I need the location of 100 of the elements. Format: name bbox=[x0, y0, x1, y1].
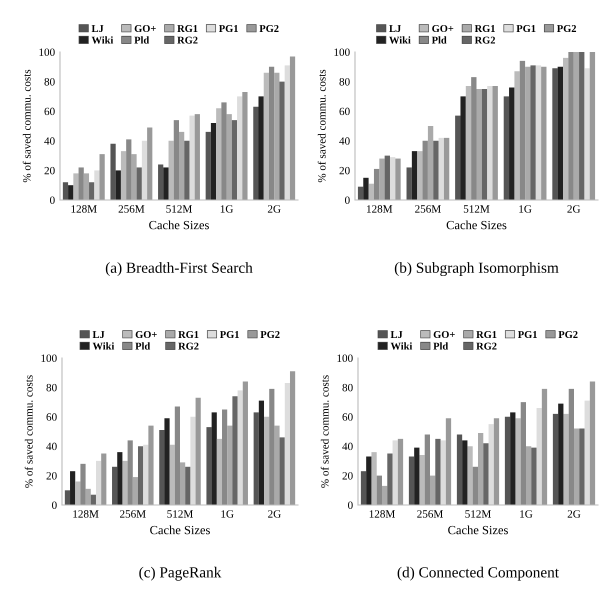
bar bbox=[542, 388, 548, 505]
bar bbox=[366, 456, 372, 505]
bar bbox=[84, 173, 90, 200]
bar bbox=[476, 89, 482, 200]
x-tick-label: 512M bbox=[465, 510, 491, 518]
bar bbox=[430, 476, 436, 505]
bar bbox=[406, 167, 412, 200]
bar bbox=[433, 140, 439, 200]
bar bbox=[384, 156, 390, 200]
bar bbox=[492, 86, 498, 200]
x-tick-label: 128M bbox=[72, 205, 97, 213]
y-tick-label: 40 bbox=[44, 137, 55, 145]
legend-label: Pld bbox=[135, 342, 150, 350]
legend-label: LJ bbox=[92, 331, 104, 338]
legend-label: GO+ bbox=[432, 25, 454, 32]
bar bbox=[206, 132, 211, 200]
bar bbox=[482, 89, 488, 200]
bar bbox=[558, 66, 564, 200]
legend-label: PG1 bbox=[516, 25, 536, 32]
y-axis-title: % of saved commu. costs bbox=[22, 70, 31, 182]
bar bbox=[494, 418, 500, 505]
bar bbox=[190, 416, 196, 505]
bar bbox=[254, 412, 259, 505]
bar bbox=[584, 68, 590, 200]
legend-label: PG1 bbox=[220, 331, 239, 338]
bar bbox=[590, 382, 596, 505]
bar bbox=[504, 96, 510, 200]
bar bbox=[446, 418, 452, 505]
y-tick-label: 80 bbox=[339, 78, 350, 86]
y-tick-label: 20 bbox=[340, 166, 350, 174]
x-axis-title: Cache Sizes bbox=[150, 525, 210, 534]
x-axis-title: Cache Sizes bbox=[446, 220, 506, 230]
legend-label: PG2 bbox=[558, 331, 578, 338]
x-tick-label: 2G bbox=[567, 205, 580, 213]
legend-label: RG1 bbox=[177, 25, 198, 32]
y-axis-title: % of saved commu. costs bbox=[24, 375, 33, 488]
bar bbox=[78, 167, 84, 200]
y-tick-label: 60 bbox=[340, 108, 350, 116]
text: (b) Subgraph Isomorphism bbox=[394, 262, 559, 276]
bar bbox=[159, 430, 164, 505]
bar bbox=[117, 452, 122, 505]
bar bbox=[574, 428, 580, 505]
bar bbox=[290, 371, 296, 505]
bar bbox=[64, 490, 70, 505]
bar bbox=[174, 120, 179, 200]
bar bbox=[379, 158, 385, 200]
legend-label: RG2 bbox=[177, 36, 198, 44]
bar bbox=[237, 96, 242, 200]
bar bbox=[143, 444, 148, 505]
bar bbox=[510, 412, 516, 505]
bar bbox=[574, 52, 580, 200]
x-tick-label: 1G bbox=[520, 510, 532, 518]
bar bbox=[210, 123, 216, 200]
x-tick-label: 128M bbox=[370, 510, 395, 518]
bar bbox=[94, 170, 100, 200]
x-tick-label: 2G bbox=[268, 510, 281, 518]
bar bbox=[89, 182, 94, 200]
x-tick-label: 256M bbox=[417, 510, 443, 518]
bar bbox=[280, 437, 285, 505]
legend-label: LJ bbox=[92, 25, 104, 32]
bar bbox=[462, 440, 468, 505]
bar bbox=[579, 52, 584, 200]
y-tick-label: 0 bbox=[52, 501, 57, 509]
bar bbox=[253, 106, 258, 200]
bar bbox=[414, 448, 420, 505]
bar bbox=[100, 154, 105, 200]
bar bbox=[541, 66, 546, 200]
bar bbox=[488, 424, 494, 505]
bar bbox=[226, 114, 232, 200]
text: (a) Breadth-First Search bbox=[106, 262, 253, 276]
legend-label: Pld bbox=[134, 36, 150, 44]
legend-label: PG2 bbox=[260, 331, 280, 338]
bar bbox=[179, 132, 184, 200]
bar bbox=[142, 140, 148, 200]
bar bbox=[552, 68, 558, 200]
y-tick-label: 100 bbox=[39, 48, 55, 56]
legend-label: Wiki bbox=[390, 342, 412, 350]
bar bbox=[440, 440, 446, 505]
bar bbox=[227, 426, 232, 505]
x-axis-title: Cache Sizes bbox=[448, 525, 508, 534]
bar bbox=[128, 440, 133, 505]
text: (c) PageRank bbox=[139, 566, 222, 581]
x-tick-label: 2G bbox=[268, 205, 281, 213]
legend-label: PG1 bbox=[518, 331, 537, 338]
bar bbox=[212, 412, 217, 505]
y-tick-label: 80 bbox=[46, 384, 57, 392]
x-tick-label: 256M bbox=[415, 205, 441, 213]
y-axis-title: % of saved commu. costs bbox=[318, 70, 326, 182]
bar bbox=[487, 86, 493, 200]
legend-label: PG2 bbox=[259, 25, 279, 32]
bar bbox=[116, 170, 121, 200]
bar bbox=[274, 72, 280, 200]
bar bbox=[568, 52, 574, 200]
y-tick-label: 100 bbox=[41, 354, 57, 362]
bar bbox=[279, 82, 285, 200]
bar bbox=[68, 185, 74, 200]
y-tick-label: 60 bbox=[342, 413, 353, 421]
y-tick-label: 100 bbox=[337, 354, 353, 362]
bar bbox=[238, 390, 243, 505]
bar bbox=[163, 167, 169, 200]
